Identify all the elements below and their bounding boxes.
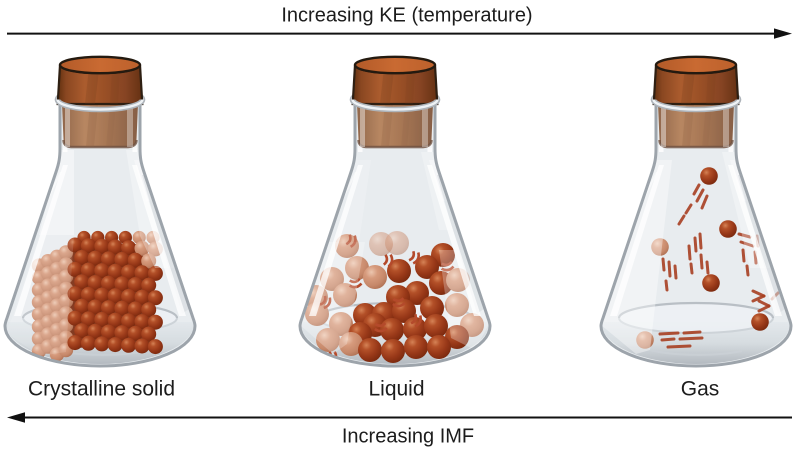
- svg-text:Gas: Gas: [681, 377, 720, 400]
- svg-text:Crystalline solid: Crystalline solid: [28, 377, 175, 400]
- svg-text:Liquid: Liquid: [368, 377, 424, 400]
- svg-text:Increasing KE (temperature): Increasing KE (temperature): [281, 5, 532, 27]
- svg-text:Increasing IMF: Increasing IMF: [342, 426, 474, 448]
